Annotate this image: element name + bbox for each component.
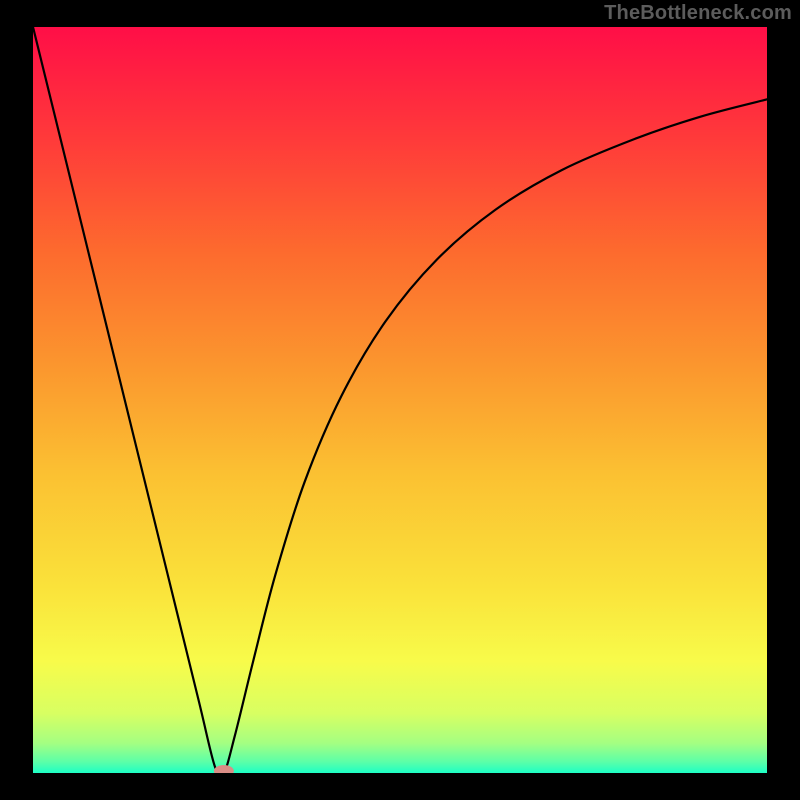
chart-stage: TheBottleneck.com bbox=[0, 0, 800, 800]
minimum-marker bbox=[214, 765, 234, 777]
watermark-text: TheBottleneck.com bbox=[604, 2, 792, 25]
plot-background bbox=[33, 27, 767, 773]
bottleneck-chart bbox=[0, 0, 800, 800]
